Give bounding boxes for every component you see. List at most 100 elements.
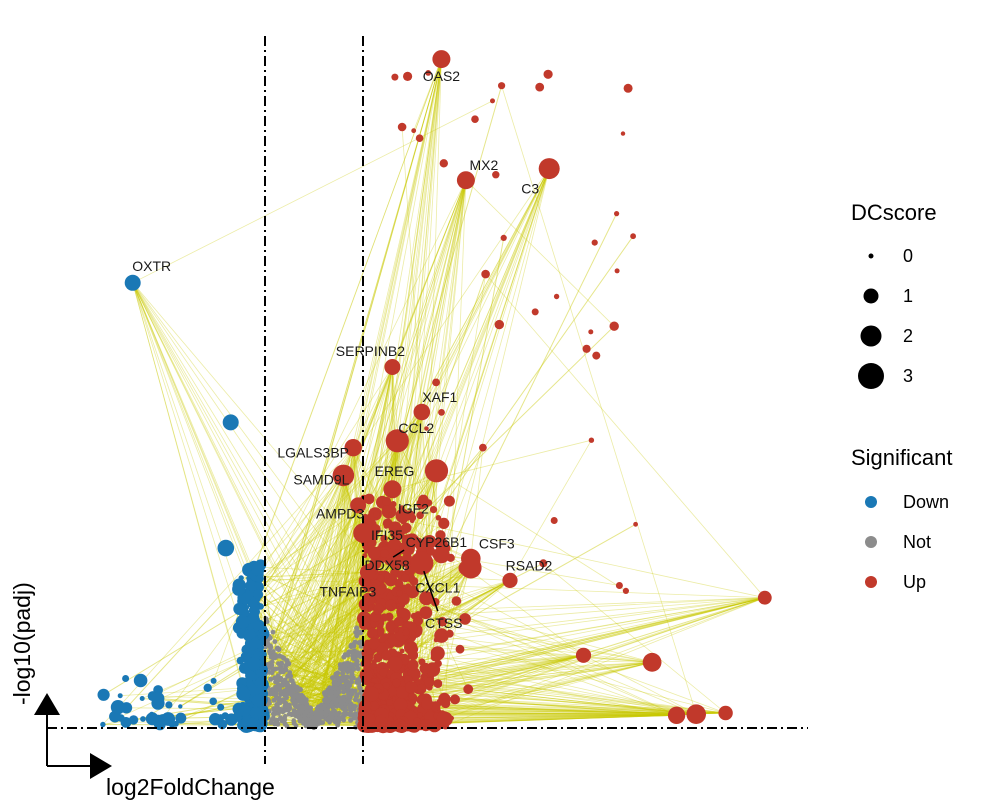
not-point	[279, 668, 285, 674]
gene-label-csf3: CSF3	[479, 536, 515, 552]
edge	[309, 447, 354, 721]
edge	[268, 571, 369, 637]
edge	[398, 168, 550, 713]
up-point	[614, 211, 620, 217]
not-point	[345, 668, 351, 674]
down-point	[255, 677, 265, 687]
edge	[400, 595, 677, 716]
edge	[257, 411, 423, 726]
down-point	[116, 714, 123, 721]
legend-color-label-down: Down	[903, 492, 949, 512]
up-point	[418, 658, 426, 666]
up-point	[396, 589, 403, 597]
not-point	[341, 718, 347, 723]
edge	[284, 180, 467, 708]
not-point	[353, 654, 359, 660]
not-point	[356, 698, 361, 703]
up-point	[367, 546, 381, 560]
up-point	[614, 268, 620, 274]
x-axis-label: log2FoldChange	[106, 774, 275, 800]
up-point	[370, 524, 381, 535]
not-point	[327, 696, 332, 702]
edge	[323, 85, 503, 705]
edge	[274, 572, 369, 725]
up-point	[425, 70, 432, 76]
up-point	[429, 506, 438, 514]
up-point	[388, 512, 394, 517]
down-point	[172, 720, 179, 727]
edge	[417, 580, 511, 615]
up-point	[393, 698, 408, 712]
up-point	[397, 593, 410, 606]
gene-point-xaf1	[413, 403, 431, 421]
up-point	[437, 616, 448, 627]
gene-label-c3: C3	[521, 181, 539, 197]
edge	[320, 475, 344, 709]
gene-point-igf2	[383, 480, 402, 499]
edge	[307, 59, 442, 710]
edge	[337, 440, 398, 684]
down-point	[258, 655, 264, 661]
edge	[295, 180, 467, 703]
not-point	[316, 721, 321, 726]
gene-point-samd9l	[332, 464, 355, 487]
down-point	[209, 697, 217, 706]
edge	[392, 439, 592, 490]
not-point	[327, 689, 333, 695]
down-point	[139, 696, 145, 701]
not-point	[347, 704, 352, 710]
legend-color-dot-not	[865, 536, 877, 548]
not-point	[267, 635, 273, 641]
not-point	[354, 625, 360, 631]
up-point	[436, 711, 452, 726]
up-point	[359, 668, 373, 682]
up-point	[543, 69, 553, 79]
up-point	[435, 515, 442, 521]
edge	[314, 168, 550, 722]
not-point	[269, 717, 275, 723]
down-point	[245, 670, 256, 681]
up-point	[377, 574, 384, 582]
up-point	[440, 698, 451, 709]
edge	[377, 607, 677, 716]
up-point	[443, 495, 455, 507]
up-point	[419, 606, 433, 620]
edge	[299, 180, 467, 690]
edge	[253, 475, 344, 574]
edge	[441, 447, 484, 556]
edge	[454, 699, 697, 715]
up-point	[397, 122, 407, 132]
edge	[313, 532, 364, 716]
not-point	[354, 662, 360, 668]
edge	[253, 571, 368, 583]
not-point	[273, 719, 279, 725]
not-point	[270, 691, 276, 697]
edge	[249, 650, 355, 654]
edge	[333, 475, 344, 690]
not-point	[279, 718, 285, 724]
up-point	[479, 443, 487, 452]
up-point	[366, 649, 373, 655]
edge	[396, 440, 430, 543]
edge	[253, 58, 442, 721]
up-point	[407, 649, 419, 661]
edge	[386, 684, 697, 715]
up-point	[553, 293, 560, 300]
edge	[252, 440, 398, 598]
not-point	[275, 673, 281, 678]
edge	[412, 180, 467, 726]
down-point	[243, 629, 256, 642]
up-point	[588, 329, 594, 335]
gene-label-ccl2: CCL2	[398, 420, 434, 436]
down-point	[221, 712, 229, 720]
edge	[126, 572, 252, 709]
legend-color-label-up: Up	[903, 572, 926, 592]
gene-label-rsad2: RSAD2	[506, 557, 553, 573]
edge	[406, 180, 467, 528]
edge	[309, 411, 423, 716]
edge	[313, 168, 550, 727]
gene-label-ctss: CTSS	[425, 615, 462, 631]
edge	[239, 58, 442, 610]
up-point	[498, 82, 506, 90]
edge	[343, 475, 353, 652]
